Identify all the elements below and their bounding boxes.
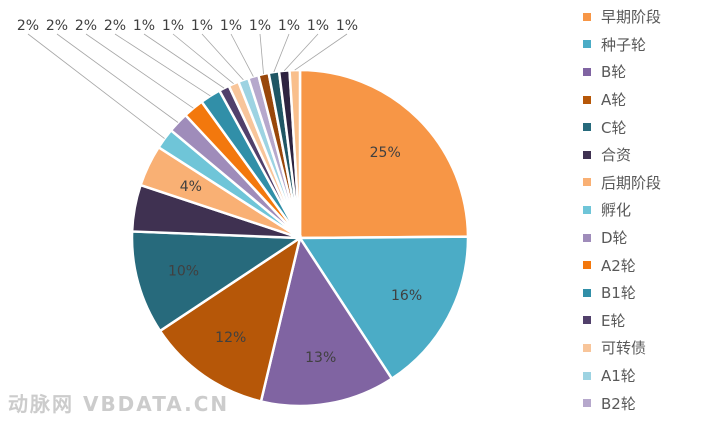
- legend-label: A轮: [601, 91, 627, 110]
- legend-item: A轮: [583, 86, 661, 114]
- leader-line: [294, 33, 348, 71]
- legend-label: 早期阶段: [601, 8, 662, 27]
- legend-item: A2轮: [583, 251, 661, 279]
- data-label: 12%: [215, 330, 246, 346]
- legend-swatch: [583, 150, 591, 159]
- data-label: 4%: [180, 179, 202, 195]
- data-label: 2%: [104, 18, 126, 34]
- pie-slice: [130, 230, 304, 333]
- leader-line: [230, 33, 254, 77]
- data-label: 1%: [307, 18, 329, 34]
- legend-swatch: [583, 261, 591, 270]
- legend-item: 种子轮: [583, 31, 661, 59]
- legend-label: 后期阶段: [601, 173, 662, 192]
- legend-swatch: [583, 399, 591, 408]
- legend-swatch: [583, 40, 591, 49]
- data-label: 1%: [220, 18, 242, 34]
- data-label: 1%: [249, 18, 271, 34]
- legend-item: 可转债: [583, 334, 661, 362]
- legend-item: 孵化: [583, 196, 661, 224]
- legend-label: 孵化: [601, 201, 632, 220]
- data-label: 1%: [162, 18, 184, 34]
- data-label: 2%: [46, 18, 68, 34]
- legend-label: C轮: [601, 118, 627, 137]
- pie-slice: [298, 68, 470, 240]
- legend-item: 合资: [583, 141, 661, 169]
- data-label: 13%: [305, 350, 336, 366]
- pie-slice: [297, 235, 470, 381]
- legend-swatch: [583, 95, 591, 104]
- legend-label: 合资: [601, 146, 632, 165]
- data-label: 2%: [75, 18, 97, 34]
- legend-swatch: [583, 233, 591, 242]
- leader-line: [56, 33, 179, 123]
- legend-label: A2轮: [601, 256, 636, 275]
- data-label: 1%: [278, 18, 300, 34]
- legend-item: B1轮: [583, 279, 661, 307]
- leader-line: [114, 33, 211, 97]
- leader-line: [85, 33, 194, 109]
- data-label: 1%: [191, 18, 213, 34]
- legend-item: E轮: [583, 307, 661, 335]
- leader-line: [172, 33, 234, 84]
- legend-item: A1轮: [583, 362, 661, 390]
- leader-line: [283, 33, 319, 72]
- legend-swatch: [583, 67, 591, 76]
- leader-line: [201, 33, 244, 81]
- data-label: 25%: [370, 145, 401, 161]
- legend-label: B2轮: [601, 394, 636, 413]
- pie-slice: [158, 235, 302, 403]
- pie-chart: 25% 16% 13% 12% 10% 4% 2% 2% 2% 2% 1% 1% 1% 1% 1% 1% 1% 1…: [17, 18, 470, 408]
- leader-line: [273, 33, 290, 73]
- leader-line: [143, 33, 225, 89]
- legend-swatch: [583, 371, 591, 380]
- legend-item: 后期阶段: [583, 169, 661, 197]
- legend-item: B轮: [583, 58, 661, 86]
- legend-label: A1轮: [601, 367, 636, 386]
- leader-line: [27, 33, 165, 139]
- legend-swatch: [583, 343, 591, 352]
- data-label: 2%: [17, 18, 39, 34]
- legend-swatch: [583, 316, 591, 325]
- legend-label: 可转债: [601, 339, 647, 358]
- leader-line: [259, 33, 264, 75]
- data-label: 1%: [336, 18, 358, 34]
- legend-swatch: [583, 205, 591, 214]
- data-label: 16%: [391, 288, 422, 304]
- legend-swatch: [583, 178, 591, 187]
- data-label: 1%: [133, 18, 155, 34]
- legend-swatch: [583, 288, 591, 297]
- pie-slice: [259, 234, 394, 408]
- legend-swatch: [583, 123, 591, 132]
- watermark: 动脉网 VBDATA.CN: [8, 392, 230, 416]
- legend-label: D轮: [601, 229, 628, 248]
- legend-item: B2轮: [583, 389, 661, 417]
- legend: 早期阶段种子轮 B轮 A轮 C轮合资后期阶段孵化 D轮 A2轮 B1轮 E轮可转债 A1轮 B2轮: [583, 3, 661, 417]
- legend-label: B轮: [601, 63, 627, 82]
- legend-item: C轮: [583, 113, 661, 141]
- legend-label: 种子轮: [601, 35, 647, 54]
- legend-item: D轮: [583, 224, 661, 252]
- legend-label: E轮: [601, 311, 626, 330]
- legend-item: 早期阶段: [583, 3, 661, 31]
- legend-label: B1轮: [601, 284, 636, 303]
- legend-swatch: [583, 12, 591, 21]
- data-label: 10%: [168, 264, 199, 280]
